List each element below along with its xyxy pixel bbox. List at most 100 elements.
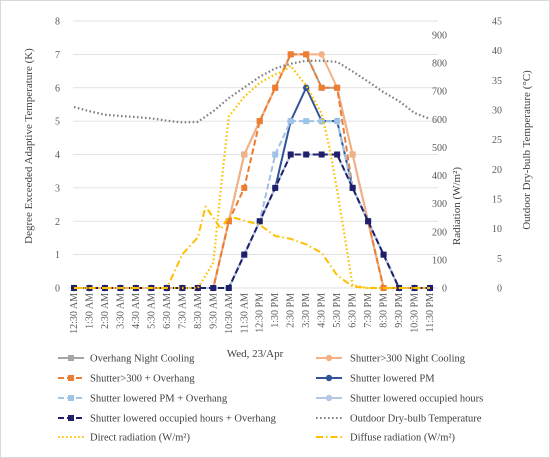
radiation-tick-label: 200 [432, 227, 447, 238]
data-point [256, 118, 263, 125]
x-tick-label: 6:30 AM [162, 293, 173, 329]
data-point [334, 151, 341, 158]
left-tick-label: 1 [55, 250, 60, 261]
left-tick-label: 0 [55, 284, 60, 295]
right-tick-label: 40 [492, 46, 502, 57]
series-line [74, 205, 430, 289]
radiation-tick-label: 600 [432, 115, 447, 126]
legend-item: Direct radiation (W/m²) [58, 433, 190, 444]
left-tick-label: 3 [55, 183, 60, 194]
data-point [325, 374, 333, 382]
left-tick-label: 8 [55, 17, 60, 28]
data-point [272, 151, 279, 158]
x-tick-label: 11:30 PM [425, 293, 436, 332]
legend: Overhang Night Cooling Shutter>300 Night … [58, 354, 483, 444]
legend-item: Diffuse radiation (W/m²) [316, 433, 456, 444]
data-point [325, 394, 333, 402]
x-tick-label: 6:30 PM [348, 293, 359, 328]
left-axis-title: Degree Exceeded Adaptive Temperature (K) [23, 48, 35, 244]
legend-label: Shutter lowered occupied hours + Overhan… [90, 414, 277, 425]
data-point [318, 51, 325, 58]
legend-label: Overhang Night Cooling [90, 354, 195, 365]
x-tick-label: 2:30 AM [100, 293, 111, 329]
data-point [318, 84, 325, 91]
gridlines [73, 20, 438, 289]
data-point [334, 118, 341, 125]
right-tick-label: 20 [492, 165, 502, 176]
left-tick-label: 4 [55, 150, 60, 161]
data-point [318, 118, 325, 125]
data-point [303, 51, 310, 58]
left-tick-label: 7 [55, 50, 60, 61]
x-tick-label: 7:30 AM [177, 293, 188, 329]
data-point [194, 285, 201, 291]
left-tick-label: 2 [55, 217, 60, 228]
series-8 [74, 64, 430, 290]
legend-item: Overhang Night Cooling [58, 354, 195, 365]
left-axis-ticks: 0 1 2 3 4 5 6 7 8 [55, 17, 60, 295]
x-tick-label: 3:30 AM [115, 293, 126, 329]
x-tick-label: 10:30 AM [224, 293, 235, 334]
right-tick-label: 45 [492, 17, 502, 28]
series-line [74, 120, 430, 289]
x-tick-label: 1:30 AM [84, 293, 95, 329]
legend-label: Shutter lowered PM + Overhang [90, 394, 228, 405]
data-point [68, 395, 74, 401]
x-tick-label: 4:30 AM [131, 293, 142, 329]
data-point [287, 118, 294, 125]
x-tick-label: 9:30 AM [208, 293, 219, 329]
radiation-axis-title: Radiation (W/m²) [451, 167, 463, 245]
legend-item: Shutter lowered PM [316, 374, 435, 385]
series-0 [71, 51, 433, 291]
radiation-tick-label: 500 [432, 143, 447, 154]
data-point [68, 355, 74, 361]
x-tick-label: 9:30 PM [394, 293, 405, 328]
legend-item: Shutter>300 + Overhang [58, 374, 195, 385]
data-point [68, 375, 74, 381]
legend-label: Shutter>300 Night Cooling [350, 354, 466, 365]
radiation-tick-label: 400 [432, 171, 447, 182]
data-point [349, 184, 356, 191]
x-tick-label: 11:30 AM [239, 293, 250, 334]
series-line [74, 64, 430, 290]
x-tick-label: 7:30 PM [363, 293, 374, 328]
legend-item: Outdoor Dry-bulb Temperature [316, 414, 482, 425]
legend-item: Shutter lowered occupied hours [316, 394, 483, 405]
x-tick-label: 5:30 AM [146, 293, 157, 329]
right-axis-title: Outdoor Dry-bulb Temperature (°C) [521, 70, 533, 230]
data-point [272, 84, 279, 91]
x-tick-label: 4:30 PM [317, 293, 328, 328]
data-point [318, 151, 325, 158]
data-point [334, 84, 341, 91]
data-point [303, 118, 310, 125]
right-tick-label: 10 [492, 224, 502, 235]
series-9 [74, 205, 430, 289]
data-point [349, 151, 356, 158]
legend-item: Shutter lowered occupied hours + Overhan… [58, 414, 277, 425]
radiation-tick-label: 100 [432, 255, 447, 266]
data-point [272, 184, 279, 191]
right-tick-label: 30 [492, 106, 502, 117]
radiation-tick-label: 700 [432, 87, 447, 98]
data-point [325, 354, 333, 362]
legend-label: Shutter lowered PM [350, 374, 435, 385]
series-lines [70, 51, 434, 292]
right-tick-label: 35 [492, 76, 502, 87]
data-point [225, 218, 232, 225]
radiation-axis-ticks: 0 100 200 300 400 500 600 700 800 900 [432, 31, 447, 295]
radiation-tick-label: 0 [442, 284, 447, 295]
data-point [256, 218, 263, 225]
data-point [287, 51, 294, 58]
series-2 [71, 51, 433, 291]
legend-label: Direct radiation (W/m²) [90, 433, 190, 444]
radiation-tick-label: 800 [432, 59, 447, 70]
x-tick-label: 8:30 AM [193, 293, 204, 329]
x-tick-label: 12:30 PM [255, 293, 266, 333]
x-tick-label: 12:30 AM [69, 293, 80, 334]
data-point [241, 184, 248, 191]
legend-label: Shutter lowered occupied hours [350, 394, 483, 405]
right-tick-label: 25 [492, 135, 502, 146]
data-point [380, 251, 387, 258]
